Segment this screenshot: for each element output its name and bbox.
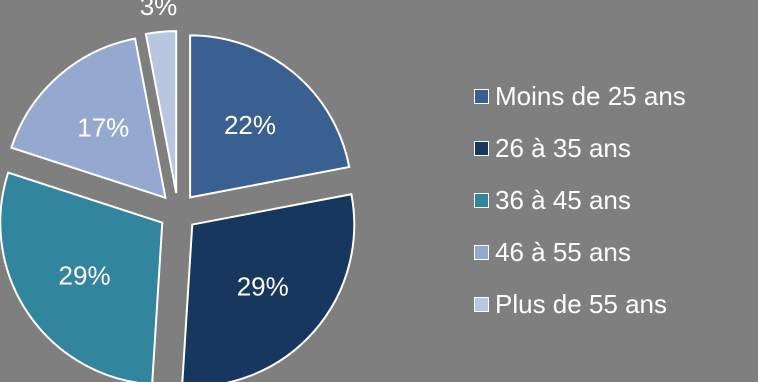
legend-item-26-35: 26 à 35 ans xyxy=(474,130,686,166)
data-label-46-55: 17% xyxy=(77,112,129,142)
legend-label-36-45: 36 à 45 ans xyxy=(495,184,631,215)
pie-slice-46-55 xyxy=(10,37,167,200)
legend-item-moins-de-25: Moins de 25 ans xyxy=(474,78,686,114)
legend-label-26-35: 26 à 35 ans xyxy=(495,132,631,163)
data-label-26-35: 29% xyxy=(237,272,289,302)
legend-label-46-55: 46 à 55 ans xyxy=(495,236,631,267)
legend-item-36-45: 36 à 45 ans xyxy=(474,182,686,218)
legend-swatch-36-45 xyxy=(474,192,489,208)
pie-slice-26-35 xyxy=(181,193,356,382)
pie-slice-plus-de-55 xyxy=(144,30,178,194)
pie-slices xyxy=(0,30,356,382)
pie-slice-moins-de-25 xyxy=(189,34,351,199)
legend-label-moins-de-25: Moins de 25 ans xyxy=(495,80,686,111)
legend-item-46-55: 46 à 55 ans xyxy=(474,234,686,270)
chart-legend: Moins de 25 ans 26 à 35 ans 36 à 45 ans … xyxy=(474,78,686,338)
legend-item-plus-de-55: Plus de 55 ans xyxy=(474,286,686,322)
data-label-36-45: 29% xyxy=(59,260,111,290)
legend-swatch-26-35 xyxy=(474,140,489,156)
legend-swatch-moins-de-25 xyxy=(474,88,489,104)
data-label-moins-de-25: 22% xyxy=(224,110,276,140)
legend-label-plus-de-55: Plus de 55 ans xyxy=(495,288,668,319)
legend-swatch-46-55 xyxy=(474,244,489,260)
legend-swatch-plus-de-55 xyxy=(474,296,489,312)
pie-slice-36-45 xyxy=(0,171,164,382)
pie-data-labels: 22% 29% 29% 17% 3% xyxy=(59,0,289,302)
data-label-plus-de-55: 3% xyxy=(140,0,178,21)
